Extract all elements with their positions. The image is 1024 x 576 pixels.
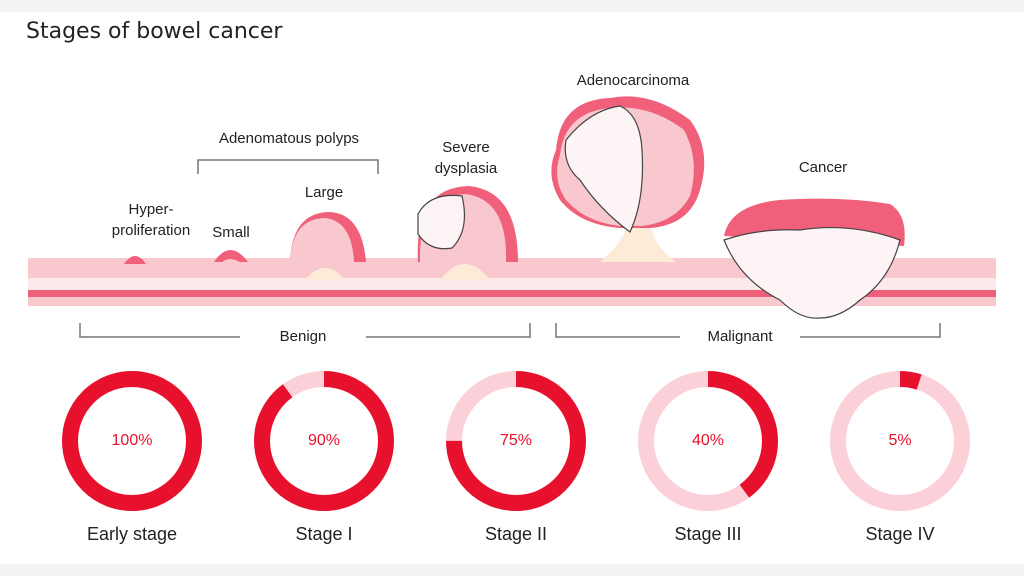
bottom-strip bbox=[0, 564, 1024, 576]
stage-label: Stage I bbox=[295, 524, 352, 544]
label: Severe bbox=[442, 139, 490, 156]
donut-arc bbox=[446, 371, 586, 511]
stage-label: Early stage bbox=[87, 524, 177, 544]
label: proliferation bbox=[112, 222, 190, 239]
label: Small bbox=[212, 224, 250, 241]
donut-value: 75% bbox=[500, 432, 532, 449]
donut-arc bbox=[638, 371, 778, 511]
bracket bbox=[79, 323, 531, 338]
stage-label: Stage IV bbox=[865, 524, 934, 544]
survival-donuts: 100% Early stage 90% Stage I 75% Stage II 40% S… bbox=[62, 371, 970, 544]
polyps bbox=[124, 96, 905, 319]
bracket bbox=[197, 159, 379, 174]
stage-label: Stage III bbox=[674, 524, 741, 544]
label: Adenocarcinoma bbox=[577, 72, 690, 89]
label: Benign bbox=[280, 328, 327, 345]
donut-arc bbox=[62, 371, 202, 511]
label: Malignant bbox=[707, 328, 773, 345]
donut-value: 5% bbox=[888, 432, 911, 449]
donut-value: 90% bbox=[308, 432, 340, 449]
stage-label: Stage II bbox=[485, 524, 547, 544]
label: dysplasia bbox=[435, 160, 498, 177]
label: Cancer bbox=[799, 159, 847, 176]
donut-arc bbox=[830, 371, 970, 511]
label: Adenomatous polyps bbox=[219, 130, 359, 147]
donut-value: 40% bbox=[692, 432, 724, 449]
top-strip bbox=[0, 0, 1024, 12]
label: Large bbox=[305, 184, 343, 201]
bracket bbox=[555, 323, 941, 338]
title: Stages of bowel cancer bbox=[26, 19, 283, 44]
label: Hyper- bbox=[128, 201, 173, 218]
donut-arc bbox=[254, 371, 394, 511]
donut-value: 100% bbox=[112, 432, 153, 449]
